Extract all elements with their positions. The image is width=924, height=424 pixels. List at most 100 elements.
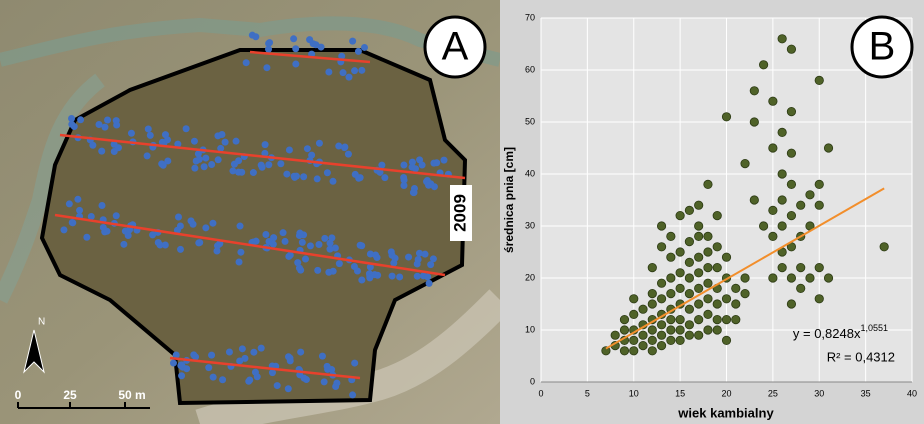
point — [786, 211, 797, 221]
tree-dot — [345, 73, 353, 81]
y-tick-label: 30 — [525, 220, 535, 230]
tree-dot — [261, 141, 269, 149]
point — [666, 273, 676, 283]
river — [0, 16, 502, 67]
point — [777, 169, 787, 179]
x-tick-label: 5 — [585, 388, 590, 398]
scale-label: 25 — [63, 388, 77, 402]
tree-dot — [245, 377, 253, 385]
tree-dot — [257, 344, 265, 352]
point — [694, 221, 704, 231]
tree-dot — [77, 116, 85, 124]
tree-dot — [161, 131, 169, 139]
tree-dot — [263, 64, 271, 72]
tree-dot — [175, 213, 183, 221]
chart-panel: 0 10 20 30 40 50 60 70 0 5 10 15 20 25 30 35 40 średnica … — [500, 0, 924, 424]
point — [703, 325, 713, 335]
x-tick-label: 10 — [629, 388, 639, 398]
tree-dot — [351, 67, 359, 75]
tree-dot — [251, 368, 259, 376]
tree-dot — [83, 233, 91, 241]
tree-dot — [351, 359, 359, 367]
tree-dot — [331, 244, 339, 252]
tree-dot — [182, 125, 190, 133]
point — [805, 273, 815, 283]
tree-dot — [177, 361, 185, 369]
tree-dot — [301, 255, 309, 263]
y-tick-label: 50 — [525, 116, 535, 126]
point — [768, 143, 778, 153]
tree-dot — [110, 140, 118, 148]
tree-dot — [235, 258, 243, 266]
r-squared: R² = 0,4312 — [827, 349, 895, 364]
tree-dot — [425, 181, 433, 189]
point — [712, 211, 722, 221]
tree-dot — [366, 263, 374, 271]
tree-dot — [257, 161, 265, 169]
point — [656, 242, 667, 252]
year-label: 2009 — [450, 194, 469, 232]
point — [749, 117, 759, 127]
tree-dot — [400, 182, 408, 190]
tree-dot — [235, 168, 243, 176]
point — [777, 195, 787, 205]
tree-dot — [261, 149, 269, 157]
x-tick-label: 15 — [675, 388, 685, 398]
point — [684, 205, 695, 215]
tree-dot — [230, 160, 238, 168]
point — [694, 268, 704, 278]
tree-dot — [194, 150, 202, 158]
tree-dot — [290, 35, 298, 43]
tree-dot — [356, 241, 364, 249]
point — [758, 221, 769, 231]
point — [703, 294, 713, 304]
tree-dot — [209, 219, 217, 227]
point — [675, 211, 685, 221]
point — [814, 75, 824, 86]
tree-dot — [232, 137, 240, 145]
tree-dot — [324, 365, 332, 373]
tree-dot — [400, 161, 408, 169]
point — [629, 335, 639, 345]
tree-dot — [161, 241, 169, 249]
point — [786, 107, 797, 117]
point — [694, 252, 704, 262]
tree-dot — [192, 353, 200, 361]
tree-dot — [68, 114, 76, 122]
tree-dot — [237, 248, 245, 256]
tree-dot — [408, 163, 416, 171]
tree-dot — [325, 68, 333, 76]
tree-dot — [252, 33, 260, 41]
y-tick-label: 40 — [525, 168, 535, 178]
tree-dot — [176, 245, 184, 253]
point — [768, 205, 778, 215]
point — [694, 299, 704, 309]
tree-dot — [303, 145, 311, 153]
tree-dot — [378, 161, 386, 169]
tree-dot — [376, 168, 384, 176]
tree-dot — [218, 131, 226, 139]
tree-dot — [265, 45, 273, 53]
tree-dot — [306, 242, 314, 250]
tree-dot — [326, 239, 334, 247]
tree-dot — [242, 59, 250, 67]
point — [647, 346, 657, 356]
tree-dot — [279, 229, 287, 237]
tree-dot — [290, 172, 298, 180]
river-bed — [195, 289, 511, 424]
point — [814, 294, 824, 304]
tree-dot — [202, 154, 210, 162]
y-axis-title: średnica pnia [cm] — [502, 147, 516, 253]
tree-dot — [396, 273, 404, 281]
tree-dot — [286, 357, 294, 365]
tree-dot — [98, 201, 106, 209]
tree-dot — [281, 237, 289, 245]
point — [721, 252, 732, 262]
tree-dot — [429, 255, 437, 263]
x-tick-label: 0 — [538, 388, 543, 398]
north-arrow — [23, 329, 45, 374]
tree-dot — [332, 383, 340, 391]
tree-dot — [219, 376, 227, 384]
x-tick-label: 35 — [861, 388, 871, 398]
tree-dot — [313, 175, 321, 183]
